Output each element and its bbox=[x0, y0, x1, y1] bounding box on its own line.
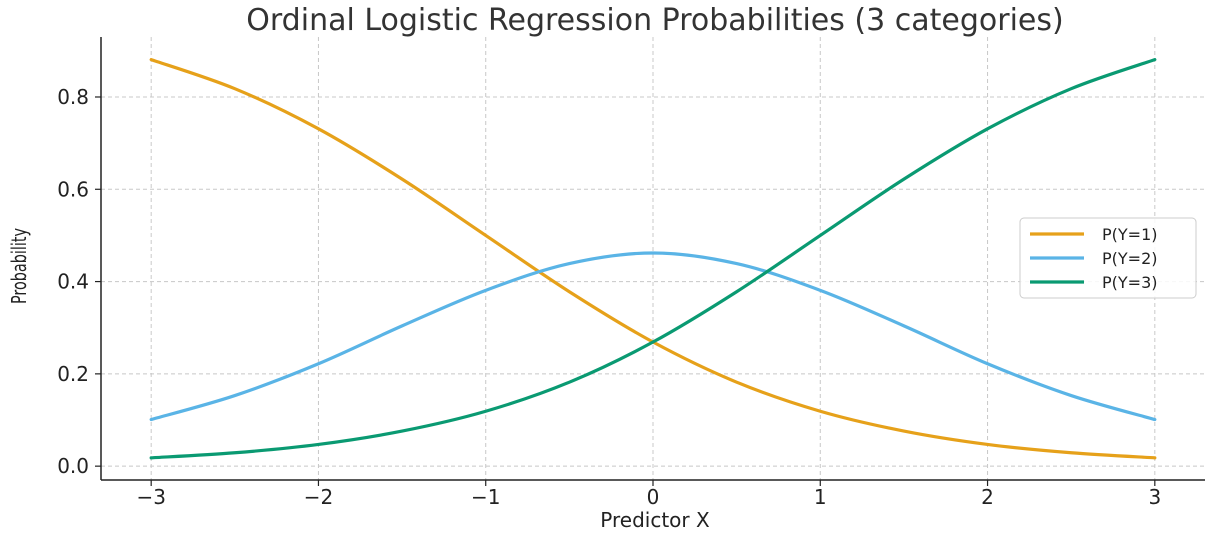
legend-box bbox=[1019, 217, 1197, 299]
chart-title: Ordinal Logistic Regression Probabilitie… bbox=[246, 3, 1063, 38]
legend-label-3: P(Y=3) bbox=[1102, 273, 1158, 292]
series-line-2 bbox=[149, 251, 1157, 422]
series-line-3 bbox=[149, 58, 1157, 460]
x-axis-label: Predictor X bbox=[600, 508, 710, 532]
series-group bbox=[149, 58, 1157, 460]
x-tick-label-6: 3 bbox=[1148, 485, 1161, 509]
legend: P(Y=1) P(Y=2) P(Y=3) bbox=[1019, 217, 1197, 299]
y-tick-label-0: 0.0 bbox=[57, 454, 89, 478]
y-axis-label: Probability bbox=[9, 228, 32, 304]
legend-label-1: P(Y=1) bbox=[1102, 225, 1158, 244]
x-tick-label-0: −3 bbox=[136, 485, 165, 509]
x-tick-label-3: 0 bbox=[647, 485, 660, 509]
ticks: −3 −2 −1 0 1 2 3 0.0 0.2 0.4 0.6 0.8 bbox=[57, 85, 1161, 509]
y-tick-label-2: 0.4 bbox=[57, 270, 89, 294]
y-tick-label-4: 0.8 bbox=[57, 85, 89, 109]
x-tick-label-5: 2 bbox=[981, 485, 994, 509]
x-tick-label-2: −1 bbox=[471, 485, 500, 509]
y-tick-label-1: 0.2 bbox=[57, 362, 89, 386]
x-tick-label-1: −2 bbox=[304, 485, 333, 509]
x-tick-label-4: 1 bbox=[814, 485, 827, 509]
y-tick-label-3: 0.6 bbox=[57, 177, 89, 201]
legend-label-2: P(Y=2) bbox=[1102, 249, 1158, 268]
